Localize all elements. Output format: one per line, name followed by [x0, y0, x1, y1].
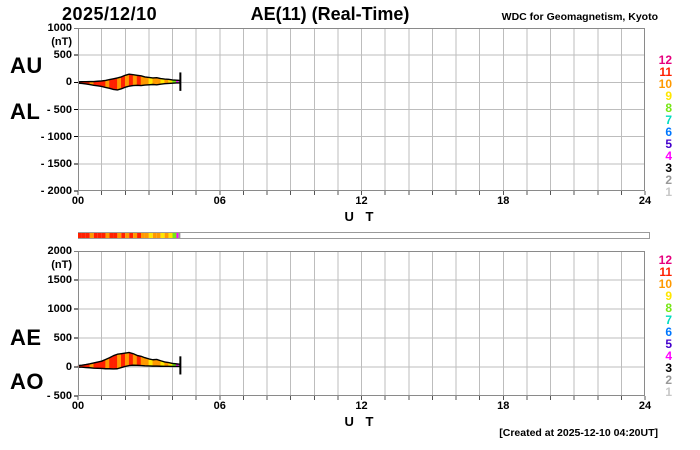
station-count-strip: [78, 232, 650, 239]
xtick-label: 18: [497, 195, 510, 207]
date-label: 2025/12/10: [62, 4, 158, 24]
xtick-label: 00: [71, 400, 85, 412]
ytick-label: 1000: [47, 303, 72, 315]
xtick-label: 24: [638, 400, 652, 412]
station-count-6: 6: [665, 125, 672, 139]
ae-index-label: AE: [10, 325, 42, 350]
au-al-chart: [74, 28, 646, 195]
xtick-label: 12: [355, 400, 368, 412]
station-count-4: 4: [665, 149, 672, 163]
unit-label-bottom: (nT): [51, 259, 72, 271]
ae-ao-chart: [74, 251, 646, 400]
station-count-8: 8: [665, 101, 672, 115]
ytick-label: 0: [65, 361, 72, 373]
ao-index-label: AO: [10, 369, 44, 394]
ut-axis-label-bottom: U T: [344, 414, 378, 429]
created-timestamp: [Created at 2025-12-10 04:20UT]: [499, 427, 658, 439]
xtick-label: 12: [355, 195, 368, 207]
ytick-label: - 500: [46, 103, 72, 116]
xtick-label: 06: [213, 400, 226, 412]
station-count-10: 10: [658, 277, 672, 291]
station-count-3: 3: [665, 361, 672, 375]
ytick-label: - 1500: [40, 157, 72, 170]
au-index-label: AU: [10, 53, 43, 78]
station-count-legend-top: 12 11 10 9 8 7 6 5 4 3 2 1: [640, 54, 672, 198]
ytick-label: - 2000: [40, 185, 72, 197]
al-index-label: AL: [10, 99, 41, 124]
station-count-9: 9: [665, 89, 672, 103]
station-count-9: 9: [665, 289, 672, 303]
station-count-8: 8: [665, 301, 672, 315]
station-count-4: 4: [665, 349, 672, 363]
station-count-5: 5: [665, 337, 672, 351]
ytick-label: 2000: [47, 245, 72, 257]
station-count-6: 6: [665, 325, 672, 339]
ytick-label: - 500: [46, 390, 72, 402]
station-count-5: 5: [665, 137, 672, 151]
station-count-2: 2: [665, 173, 672, 187]
xtick-label: 06: [213, 195, 226, 207]
xtick-label: 00: [71, 195, 85, 207]
station-count-11: 11: [659, 265, 672, 279]
xtick-label: 18: [497, 400, 510, 412]
figure-title: AE(11) (Real-Time): [250, 4, 410, 24]
ut-axis-label-top: U T: [344, 209, 378, 224]
station-count-12: 12: [658, 253, 672, 267]
station-count-11: 11: [659, 65, 672, 79]
xtick-label: 24: [638, 195, 652, 207]
station-count-10: 10: [658, 77, 672, 91]
station-count-1: 1: [665, 185, 672, 199]
ytick-label: 1000: [47, 22, 72, 34]
station-count-7: 7: [665, 313, 672, 327]
data-source-label: WDC for Geomagnetism, Kyoto: [501, 11, 658, 23]
station-count-2: 2: [665, 373, 672, 387]
unit-label-top: (nT): [51, 36, 72, 48]
ytick-label: 0: [65, 76, 72, 89]
station-count-3: 3: [665, 161, 672, 175]
ytick-label: 500: [53, 49, 72, 62]
station-count-7: 7: [665, 113, 672, 127]
station-count-legend-bottom: 12 11 10 9 8 7 6 5 4 3 2 1: [640, 254, 672, 398]
station-count-12: 12: [658, 53, 672, 67]
ytick-label: 1500: [47, 274, 72, 286]
station-count-1: 1: [665, 385, 672, 399]
ytick-label: - 1000: [40, 130, 72, 143]
ytick-label: 500: [53, 332, 72, 344]
